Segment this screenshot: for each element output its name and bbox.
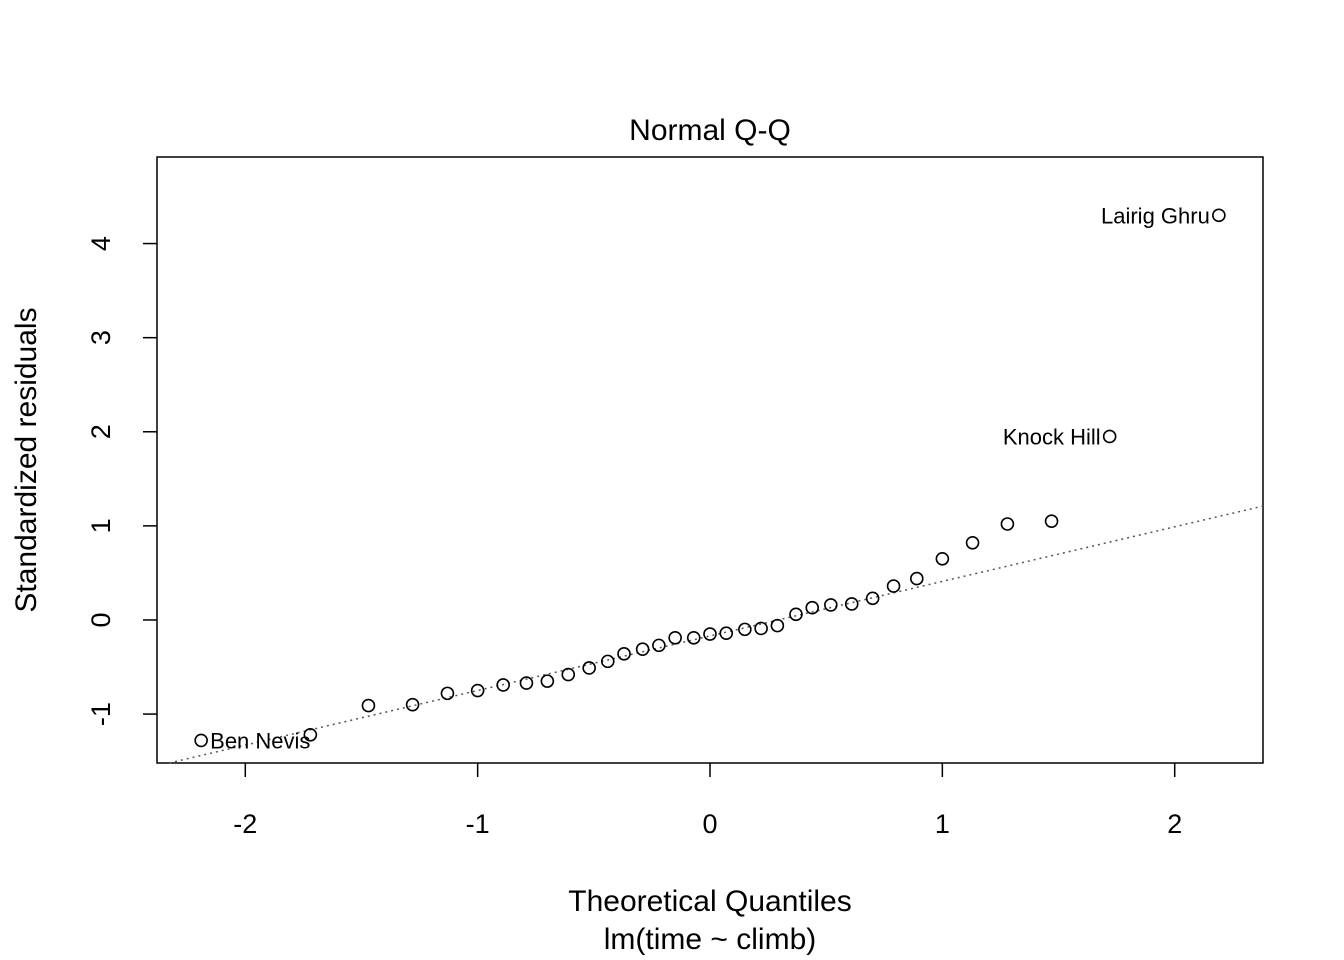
data-point [1000, 517, 1015, 531]
data-point [789, 607, 803, 622]
data-point [561, 667, 576, 682]
y-axis-title: Standardized residuals [10, 307, 43, 612]
x-tick-label: 0 [702, 809, 717, 839]
qq-reference-line [169, 505, 1264, 764]
data-point [405, 697, 420, 712]
data-point [582, 661, 596, 675]
y-tick-label: -1 [86, 702, 116, 726]
data-point [909, 571, 924, 586]
data-point [686, 631, 701, 645]
chart-title: Normal Q-Q [629, 114, 791, 147]
x-axis-subtitle: lm(time ~ climb) [604, 923, 817, 956]
point-label: Lairig Ghru [1101, 203, 1210, 228]
data-point [770, 618, 785, 633]
data-point [703, 627, 717, 641]
y-tick-label: 3 [86, 330, 116, 345]
x-tick-label: -1 [466, 809, 490, 839]
data-point [754, 621, 768, 636]
x-tick-label: 1 [935, 809, 950, 839]
data-point [540, 674, 555, 688]
annotations-layer: Ben Nevis Knock Hill Lairig Ghru [210, 203, 1210, 753]
data-point [303, 727, 318, 742]
x-tick-label: -2 [233, 809, 257, 839]
data-point [1212, 208, 1226, 223]
data-point [824, 598, 838, 612]
data-point [617, 647, 631, 661]
y-tick-label: 0 [86, 612, 116, 627]
x-tick-label: 2 [1167, 809, 1182, 839]
x-axis-title: Theoretical Quantiles [568, 885, 851, 918]
y-tick-label: 2 [86, 424, 116, 439]
data-point [1102, 429, 1117, 444]
data-point [361, 698, 376, 713]
data-point [738, 622, 752, 637]
data-point [194, 733, 208, 748]
x-axis: -2 -1 0 1 2 [233, 763, 1182, 839]
data-point [886, 579, 901, 593]
data-point [1044, 514, 1059, 528]
data-point [965, 536, 980, 550]
y-axis: -1 0 1 2 3 4 [86, 236, 157, 726]
reference-line-layer [169, 505, 1264, 764]
data-point [668, 631, 682, 645]
points-layer [194, 208, 1226, 748]
data-point [519, 676, 534, 690]
data-point [496, 678, 511, 692]
data-point [844, 597, 859, 611]
point-label: Knock Hill [1003, 424, 1101, 449]
data-point [865, 591, 880, 606]
data-point [470, 683, 485, 698]
data-point [805, 600, 820, 615]
data-point [635, 642, 650, 656]
data-point [652, 638, 666, 653]
data-point [600, 654, 615, 669]
point-label: Ben Nevis [210, 728, 310, 753]
y-tick-label: 1 [86, 518, 116, 533]
y-tick-label: 4 [86, 236, 116, 251]
data-point [719, 626, 734, 640]
data-point [440, 686, 455, 701]
plot-frame [156, 156, 1264, 764]
data-point [935, 552, 950, 566]
